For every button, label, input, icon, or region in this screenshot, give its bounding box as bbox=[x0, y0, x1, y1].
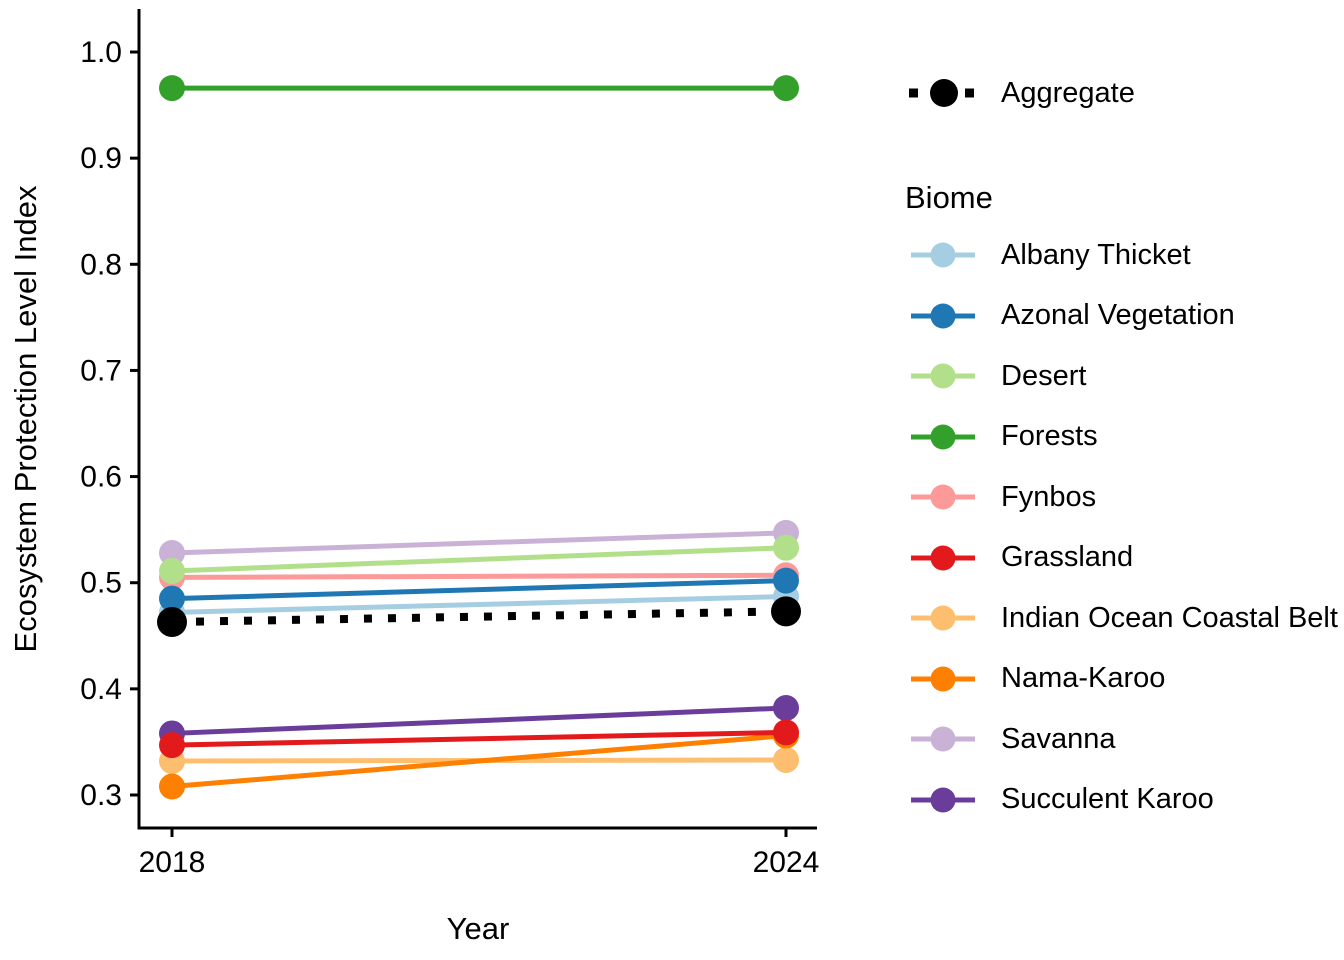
x-axis-title: Year bbox=[447, 911, 510, 946]
y-tick-label-0.7: 0.7 bbox=[80, 354, 122, 387]
x-tick-label-2024: 2024 bbox=[753, 846, 820, 879]
legend-key-indian-ocean-coastal-belt-icon bbox=[911, 605, 975, 631]
series-point-azonal-vegetation-2018 bbox=[159, 585, 185, 612]
legend-label-albany-thicket: Albany Thicket bbox=[1001, 238, 1191, 271]
y-axis-title: Ecosystem Protection Level Index bbox=[8, 185, 43, 652]
legend-item-nama-karoo: Nama-Karoo bbox=[905, 661, 1165, 697]
legend-key-grassland-icon bbox=[911, 545, 975, 570]
series-point-nama-karoo-2018 bbox=[159, 773, 185, 800]
series-aggregate bbox=[157, 596, 801, 637]
series-line-savanna bbox=[171, 530, 787, 556]
legend-label-forests: Forests bbox=[1001, 420, 1098, 452]
legend-item-aggregate: Aggregate bbox=[905, 75, 1135, 111]
legend-key-savanna-icon bbox=[911, 726, 975, 752]
series-line-fynbos bbox=[171, 572, 787, 580]
series-line-desert bbox=[171, 545, 787, 574]
legend-label-grassland: Grassland bbox=[1001, 541, 1134, 573]
legend-key-succulent-karoo-icon bbox=[911, 787, 975, 812]
y-tick-label-0.4: 0.4 bbox=[80, 673, 122, 706]
series-point-grassland-2018 bbox=[159, 732, 185, 759]
y-tick-label-0.8: 0.8 bbox=[80, 248, 122, 281]
series-point-azonal-vegetation-2024 bbox=[773, 567, 799, 594]
series-point-desert-2024 bbox=[773, 534, 799, 561]
legend-label-fynbos: Fynbos bbox=[1001, 480, 1097, 513]
series-line-grassland bbox=[171, 729, 787, 748]
legend-label-aggregate: Aggregate bbox=[1001, 76, 1135, 109]
legend-label-desert: Desert bbox=[1001, 359, 1087, 392]
legend-key-albany-thicket-icon bbox=[911, 242, 975, 268]
y-tick-label-0.3: 0.3 bbox=[80, 779, 122, 812]
legend-label-nama-karoo: Nama-Karoo bbox=[1001, 662, 1166, 694]
legend-item-succulent-karoo: Succulent Karoo bbox=[905, 782, 1214, 818]
series-grassland bbox=[159, 719, 799, 759]
series-point-desert-2018 bbox=[159, 558, 185, 585]
series-point-aggregate-2018 bbox=[157, 606, 187, 637]
legend-label-indian-ocean-coastal-belt: Indian Ocean Coastal Belt bbox=[1001, 601, 1338, 634]
legend-key-forests-icon bbox=[911, 424, 975, 449]
series-layer bbox=[157, 75, 801, 800]
y-tick-label-0.9: 0.9 bbox=[80, 142, 122, 175]
legend-item-savanna: Savanna bbox=[905, 721, 1116, 757]
legend-item-fynbos: Fynbos bbox=[905, 479, 1096, 515]
legend-key-nama-karoo-icon bbox=[911, 666, 975, 691]
series-point-aggregate-2024 bbox=[771, 596, 801, 627]
legend-label-azonal-vegetation: Azonal Vegetation bbox=[1001, 299, 1235, 331]
legend-key-azonal-vegetation-icon bbox=[911, 303, 975, 328]
aggregate-key-icon bbox=[909, 79, 979, 107]
series-point-indian-ocean-coastal-belt-2024 bbox=[773, 746, 799, 773]
legend: Aggregate Biome Albany Thicket Azonal Veg… bbox=[905, 0, 1338, 960]
series-line-azonal-vegetation bbox=[171, 578, 787, 602]
legend-title: Biome bbox=[905, 180, 993, 215]
series-desert bbox=[159, 534, 799, 585]
series-forests bbox=[159, 75, 799, 102]
series-point-forests-2018 bbox=[159, 75, 185, 102]
series-line-albany-thicket bbox=[171, 594, 787, 615]
legend-key-desert-icon bbox=[911, 363, 975, 389]
series-point-succulent-karoo-2024 bbox=[773, 694, 799, 721]
x-tick-label-2018: 2018 bbox=[139, 846, 206, 879]
y-tick-label-0.6: 0.6 bbox=[80, 461, 122, 494]
legend-item-desert: Desert bbox=[905, 358, 1086, 394]
legend-item-albany-thicket: Albany Thicket bbox=[905, 237, 1191, 273]
legend-key-fynbos-icon bbox=[911, 484, 975, 510]
series-point-forests-2024 bbox=[773, 75, 799, 102]
series-line-nama-karoo bbox=[171, 733, 787, 790]
series-line-succulent-karoo bbox=[171, 705, 787, 736]
series-point-savanna-2018 bbox=[159, 540, 185, 567]
series-line-aggregate bbox=[171, 607, 787, 626]
legend-item-grassland: Grassland bbox=[905, 540, 1133, 576]
axes-layer: 0.3 0.4 0.5 0.6 0.7 0.8 0.9 1.0 2018 2024 bbox=[80, 9, 819, 879]
legend-label-succulent-karoo: Succulent Karoo bbox=[1001, 783, 1214, 815]
series-azonal-vegetation bbox=[159, 567, 799, 612]
legend-label-savanna: Savanna bbox=[1001, 722, 1116, 755]
y-tick-label-0.5: 0.5 bbox=[80, 567, 122, 600]
legend-item-forests: Forests bbox=[905, 419, 1098, 455]
legend-item-azonal-vegetation: Azonal Vegetation bbox=[905, 298, 1235, 334]
y-tick-label-1.0: 1.0 bbox=[80, 36, 122, 69]
legend-item-indian-ocean-coastal-belt: Indian Ocean Coastal Belt bbox=[905, 600, 1338, 636]
series-point-grassland-2024 bbox=[773, 719, 799, 746]
